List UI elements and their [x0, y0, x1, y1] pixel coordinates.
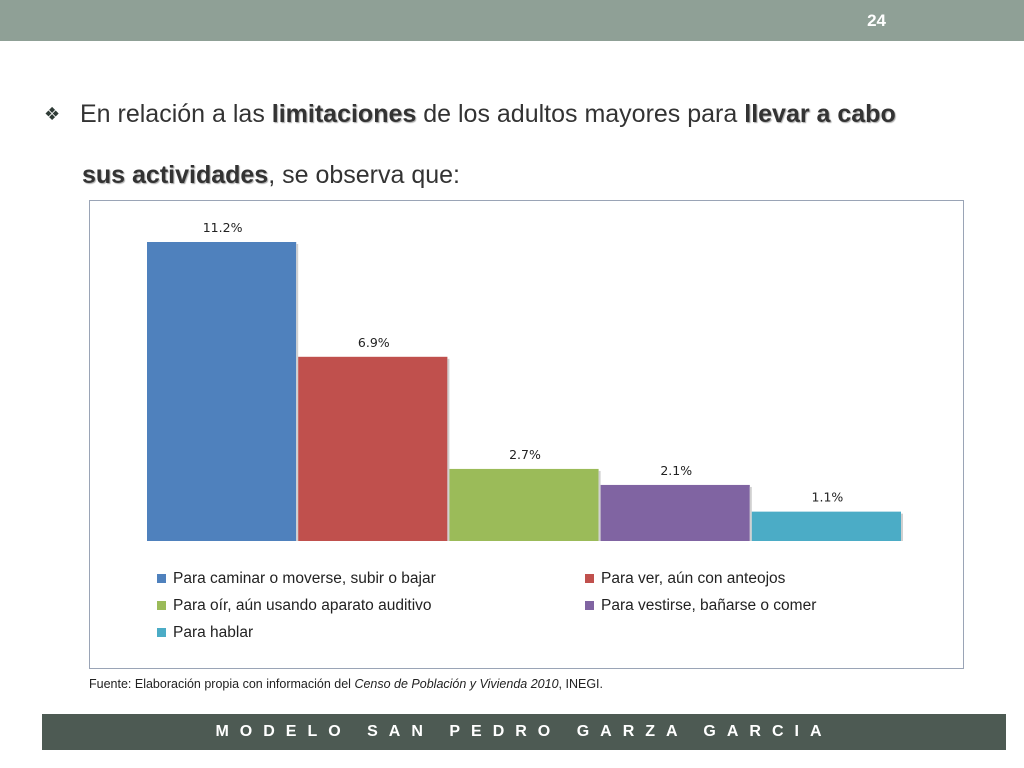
footer-bar: MODELO SAN PEDRO GARZA GARCIA: [42, 714, 1006, 750]
bar-3: [449, 468, 599, 541]
source-prefix: Fuente: Elaboración propia con informaci…: [89, 677, 355, 691]
legend-item-3: Para oír, aún usando aparato auditivo: [157, 595, 585, 616]
bar-shadow-1: [296, 244, 299, 541]
legend-swatch-3: [157, 601, 166, 610]
legend-item-4: Para vestirse, bañarse o comer: [585, 595, 915, 616]
legend-label-3: Para oír, aún usando aparato auditivo: [173, 596, 432, 614]
legend-item-1: Para caminar o moverse, subir o bajar: [157, 568, 585, 589]
data-label-4: 2.1%: [660, 463, 692, 478]
legend-swatch-2: [585, 574, 594, 583]
slide-heading: ❖ En relación a las limitaciones de los a…: [44, 84, 994, 206]
heading-bold-actividades: sus actividades: [82, 161, 269, 189]
legend-label-1: Para caminar o moverse, subir o bajar: [173, 569, 436, 587]
bar-1: [147, 242, 297, 541]
legend-swatch-4: [585, 601, 594, 610]
heading-line-2: sus actividades, se observa que:: [44, 145, 994, 206]
legend-item-2: Para ver, aún con anteojos: [585, 568, 915, 589]
data-label-2: 6.9%: [358, 335, 390, 350]
source-note: Fuente: Elaboración propia con informaci…: [89, 677, 603, 691]
source-suffix: , INEGI.: [558, 677, 603, 691]
heading-text-2: de los adultos mayores para: [416, 100, 745, 128]
legend-item-5: Para hablar: [157, 622, 585, 643]
bar-5: [751, 511, 901, 541]
heading-bold-llevar: llevar a cabo: [744, 100, 896, 128]
bar-shadow-2: [447, 358, 450, 541]
top-bar: 24: [0, 0, 1024, 41]
legend-label-2: Para ver, aún con anteojos: [601, 569, 786, 587]
data-label-3: 2.7%: [509, 447, 541, 462]
legend-label-5: Para hablar: [173, 623, 254, 641]
legend-label-4: Para vestirse, bañarse o comer: [601, 596, 817, 614]
data-label-5: 1.1%: [812, 490, 844, 505]
heading-text-3: , se observa que:: [268, 161, 461, 189]
bar-shadow-5: [901, 513, 903, 541]
heading-bold-limitaciones: limitaciones: [271, 100, 417, 128]
footer-text: MODELO SAN PEDRO GARZA GARCIA: [215, 723, 833, 740]
bar-shadow-3: [598, 470, 601, 541]
chart-legend: Para caminar o moverse, subir o bajar Par…: [157, 568, 917, 643]
bar-shadow-4: [749, 486, 752, 541]
heading-text-1: En relación a las: [80, 100, 272, 128]
source-title: Censo de Población y Vivienda 2010: [354, 677, 559, 691]
slide-number: 24: [867, 11, 886, 30]
bar-4: [600, 484, 750, 541]
chart-frame: 11.2% 6.9% 2.7% 2.1% 1.1% Para caminar o mov…: [89, 200, 964, 669]
diamond-bullet-icon: ❖: [44, 104, 61, 124]
bar-2: [298, 356, 448, 541]
legend-swatch-5: [157, 628, 166, 637]
bar-chart: 11.2% 6.9% 2.7% 2.1% 1.1%: [147, 220, 903, 541]
data-label-1: 11.2%: [203, 220, 243, 235]
legend-swatch-1: [157, 574, 166, 583]
